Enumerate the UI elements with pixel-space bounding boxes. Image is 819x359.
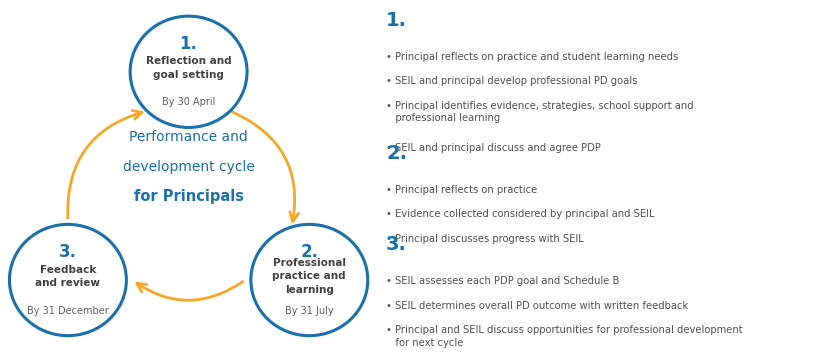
Text: • Principal reflects on practice and student learning needs: • Principal reflects on practice and stu…: [386, 52, 677, 62]
Text: development cycle: development cycle: [123, 160, 254, 174]
Text: By 31 July: By 31 July: [285, 306, 333, 316]
Text: • SEIL assesses each PDP goal and Schedule B: • SEIL assesses each PDP goal and Schedu…: [386, 276, 618, 286]
Text: By 31 December: By 31 December: [27, 306, 109, 316]
Text: 3.: 3.: [59, 243, 77, 261]
Circle shape: [10, 224, 126, 336]
Text: 2.: 2.: [300, 243, 318, 261]
Text: • Principal discusses progress with SEIL: • Principal discusses progress with SEIL: [386, 234, 583, 244]
Circle shape: [130, 16, 247, 127]
Text: • Principal reflects on practice: • Principal reflects on practice: [386, 185, 536, 195]
Text: • Principal identifies evidence, strategies, school support and
   professional : • Principal identifies evidence, strateg…: [386, 101, 693, 123]
Text: Feedback
and review: Feedback and review: [35, 265, 100, 288]
Text: 1.: 1.: [179, 35, 197, 53]
Text: • Evidence collected considered by principal and SEIL: • Evidence collected considered by princ…: [386, 209, 654, 219]
Text: • SEIL and principal discuss and agree PDP: • SEIL and principal discuss and agree P…: [386, 143, 600, 153]
Text: for Principals: for Principals: [133, 189, 243, 204]
Text: • SEIL determines overall PD outcome with written feedback: • SEIL determines overall PD outcome wit…: [386, 301, 687, 311]
Text: Performance and: Performance and: [129, 131, 247, 144]
Text: • SEIL and principal develop professional PD goals: • SEIL and principal develop professiona…: [386, 76, 636, 87]
Text: • Principal and SEIL discuss opportunities for professional development
   for n: • Principal and SEIL discuss opportuniti…: [386, 325, 742, 348]
Circle shape: [251, 224, 368, 336]
Text: 2.: 2.: [386, 144, 406, 163]
Text: 1.: 1.: [386, 11, 406, 30]
Text: Reflection and
goal setting: Reflection and goal setting: [146, 56, 231, 80]
Text: By 30 April: By 30 April: [161, 97, 215, 107]
Text: Professional
practice and
learning: Professional practice and learning: [272, 258, 346, 295]
Text: 3.: 3.: [386, 235, 406, 254]
